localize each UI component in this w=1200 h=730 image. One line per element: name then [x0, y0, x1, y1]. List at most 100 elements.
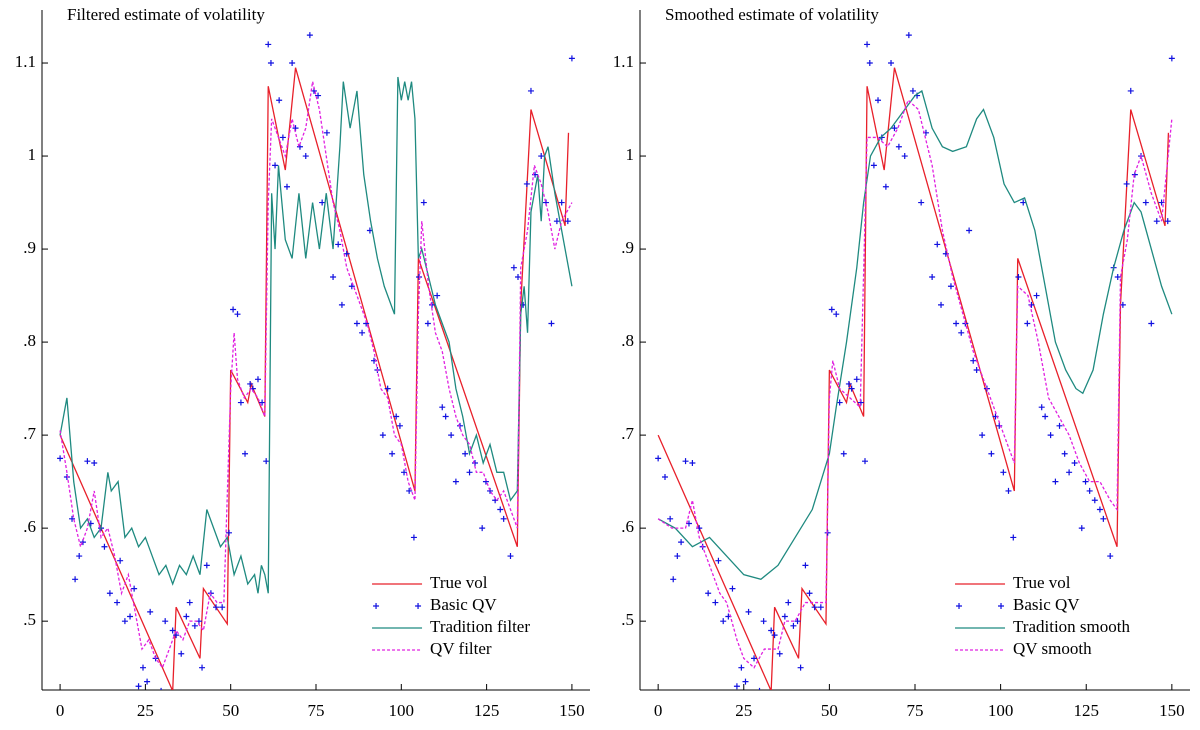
qv-point — [715, 557, 722, 564]
qv-point — [1127, 87, 1134, 94]
qv-point — [958, 329, 965, 336]
qv-point — [988, 450, 995, 457]
qv-point — [452, 478, 459, 485]
qv-point — [1015, 273, 1022, 280]
qv-point — [758, 687, 761, 690]
qv-point — [558, 199, 565, 206]
qv-point — [1123, 180, 1130, 187]
qv-point — [845, 380, 852, 387]
y-tick-label: .6 — [23, 517, 36, 536]
qv-point — [1100, 515, 1107, 522]
qv-point — [144, 678, 151, 685]
qv-point — [259, 399, 266, 406]
qv-point — [1119, 301, 1126, 308]
legend-label: True vol — [430, 573, 488, 592]
chart-title: Smoothed estimate of volatility — [665, 5, 879, 24]
qv-point — [1142, 199, 1149, 206]
qv-point — [806, 590, 813, 597]
qv-point — [1153, 218, 1160, 225]
qv-point — [705, 590, 712, 597]
qv-point — [674, 553, 681, 560]
qv-point — [712, 599, 719, 606]
qv-point — [1086, 487, 1093, 494]
qv-point — [1010, 534, 1017, 541]
qv-point — [1114, 273, 1121, 280]
qv-point — [662, 473, 668, 480]
qv-point — [1047, 432, 1054, 439]
qv-point — [101, 543, 108, 550]
qv-point — [828, 306, 835, 313]
qv-point — [891, 125, 898, 132]
qv-point — [1020, 199, 1027, 206]
qv-point — [538, 153, 545, 160]
qv-point — [117, 557, 124, 564]
qv-point — [771, 632, 778, 639]
qv-point — [797, 664, 804, 671]
qv-point — [57, 455, 64, 462]
qv-point — [323, 129, 330, 136]
qv-point — [729, 585, 736, 592]
qv-point — [934, 241, 941, 248]
qv-point — [84, 458, 91, 465]
qv-point — [135, 683, 142, 690]
qv-point — [840, 450, 847, 457]
qv-point — [162, 618, 169, 625]
qv-point — [106, 590, 113, 597]
qv-point — [1061, 450, 1068, 457]
qv-point — [429, 301, 436, 308]
y-tick-label: .9 — [23, 238, 36, 257]
qv-point — [479, 525, 486, 532]
qv-point — [384, 385, 391, 392]
legend-marker — [373, 603, 422, 609]
qv-point — [353, 320, 360, 327]
y-tick-label: .8 — [621, 331, 634, 350]
qv-point — [121, 618, 128, 625]
qv-point — [1033, 292, 1040, 299]
x-tick-label: 50 — [222, 701, 239, 720]
qv-point — [1056, 422, 1063, 429]
qv-point — [738, 664, 745, 671]
qv-point — [866, 60, 873, 67]
qv-point — [330, 273, 337, 280]
qv-point — [781, 613, 788, 620]
qv-point — [1082, 478, 1089, 485]
qv-point — [335, 241, 342, 248]
qv-point — [790, 622, 797, 629]
legend: True vol Basic QV Tradition filter QV filte… — [372, 573, 530, 658]
qv-point — [306, 32, 313, 39]
legend-label: Basic QV — [430, 595, 497, 614]
qv-point — [1107, 553, 1114, 560]
series-line — [657, 89, 1173, 581]
qv-point — [548, 320, 555, 327]
qv-point — [127, 613, 134, 620]
qv-point — [733, 683, 740, 690]
qv-point — [147, 608, 154, 615]
qv-point — [389, 450, 396, 457]
qv-point — [315, 92, 322, 99]
legend: True vol Basic QV Tradition smooth QV smoot… — [955, 573, 1130, 658]
x-tick-label: 75 — [308, 701, 325, 720]
x-tick-label: 150 — [559, 701, 585, 720]
qv-point — [140, 664, 147, 671]
qv-point — [173, 632, 180, 639]
qv-point — [882, 183, 889, 190]
qv-point — [230, 306, 237, 313]
qv-point — [768, 627, 775, 634]
qv-point — [420, 199, 427, 206]
qv-point — [178, 650, 185, 657]
qv-point — [553, 218, 560, 225]
qv-point — [527, 87, 534, 94]
x-tick-label: 125 — [1073, 701, 1099, 720]
qv-point — [406, 487, 413, 494]
qv-point — [72, 576, 79, 583]
qv-point — [523, 180, 530, 187]
x-tick-label: 75 — [907, 701, 924, 720]
qv-point — [448, 432, 455, 439]
qv-point — [870, 162, 877, 169]
qv-point — [862, 458, 868, 465]
qv-point — [289, 60, 296, 67]
qv-point — [186, 599, 193, 606]
y-tick-label: .5 — [23, 610, 36, 629]
qv-point — [466, 469, 473, 476]
